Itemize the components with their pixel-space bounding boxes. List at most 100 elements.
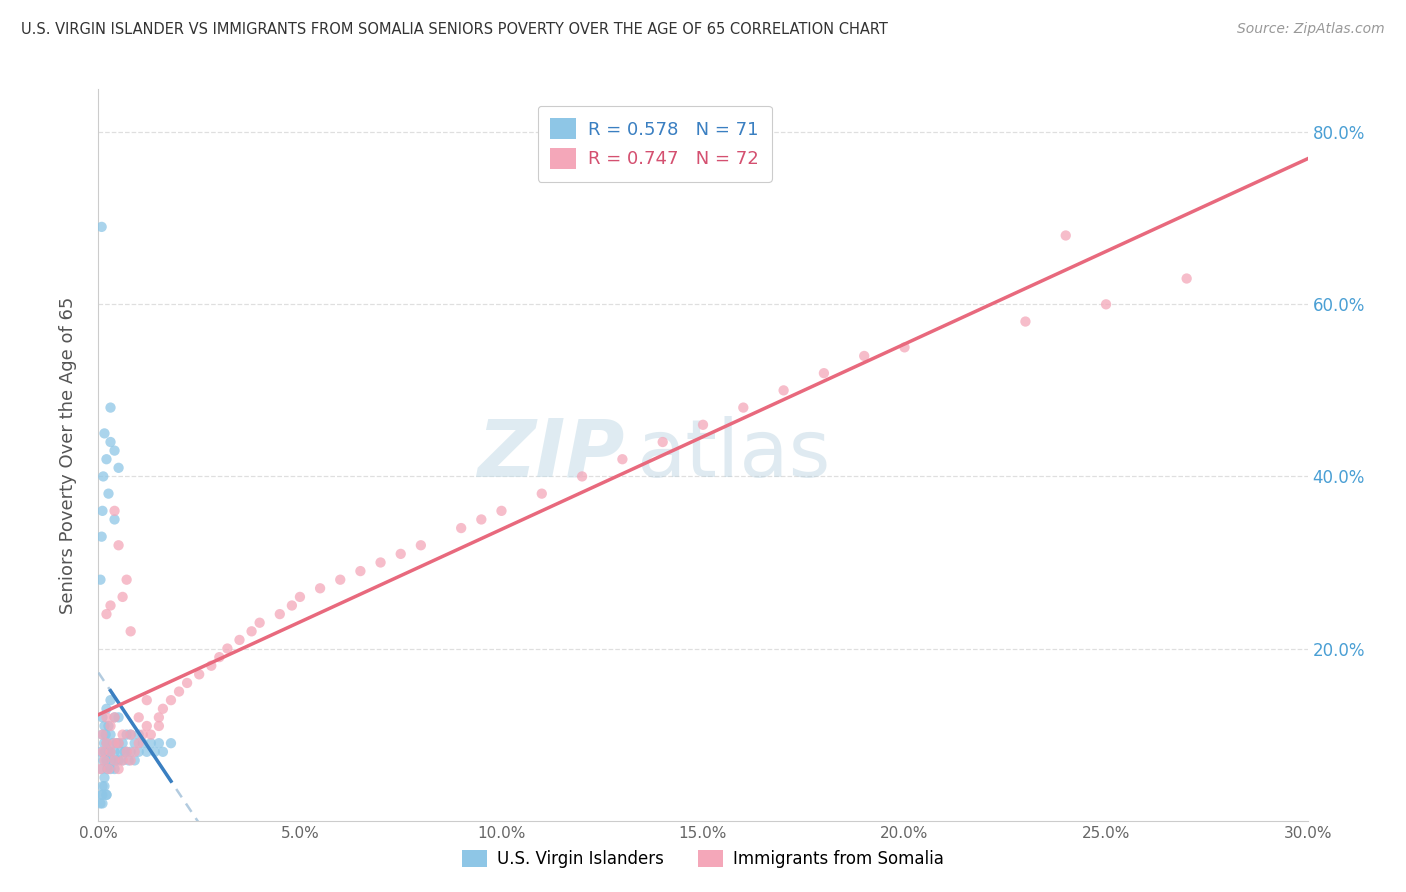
Point bbox=[160, 693, 183, 707]
Point bbox=[96, 788, 118, 802]
Point bbox=[100, 719, 122, 733]
Point bbox=[101, 736, 124, 750]
Point bbox=[91, 788, 114, 802]
Point bbox=[107, 538, 129, 552]
Point bbox=[124, 736, 146, 750]
Point bbox=[1054, 228, 1077, 243]
Point bbox=[105, 736, 128, 750]
Point bbox=[107, 736, 129, 750]
Point bbox=[97, 719, 120, 733]
Point bbox=[115, 745, 138, 759]
Point bbox=[96, 607, 118, 621]
Point bbox=[733, 401, 755, 415]
Text: Source: ZipAtlas.com: Source: ZipAtlas.com bbox=[1237, 22, 1385, 37]
Point bbox=[167, 684, 190, 698]
Point bbox=[90, 219, 112, 234]
Point bbox=[93, 719, 115, 733]
Point bbox=[249, 615, 271, 630]
Point bbox=[1014, 314, 1036, 328]
Point bbox=[91, 797, 114, 811]
Point bbox=[91, 753, 114, 767]
Point bbox=[132, 736, 155, 750]
Point bbox=[329, 573, 352, 587]
Point bbox=[94, 745, 117, 759]
Point bbox=[152, 745, 174, 759]
Point bbox=[110, 745, 132, 759]
Point bbox=[217, 641, 239, 656]
Point bbox=[93, 779, 115, 793]
Point bbox=[107, 710, 129, 724]
Point bbox=[128, 736, 150, 750]
Point bbox=[115, 573, 138, 587]
Point bbox=[124, 745, 146, 759]
Point bbox=[143, 745, 166, 759]
Point bbox=[135, 693, 157, 707]
Point bbox=[107, 753, 129, 767]
Point bbox=[240, 624, 263, 639]
Point bbox=[94, 728, 117, 742]
Point bbox=[470, 512, 492, 526]
Point bbox=[188, 667, 211, 681]
Point bbox=[100, 762, 122, 776]
Point bbox=[114, 745, 136, 759]
Point bbox=[96, 736, 118, 750]
Point bbox=[91, 728, 114, 742]
Point bbox=[409, 538, 432, 552]
Legend: U.S. Virgin Islanders, Immigrants from Somalia: U.S. Virgin Islanders, Immigrants from S… bbox=[456, 843, 950, 875]
Point bbox=[120, 753, 142, 767]
Point bbox=[103, 710, 125, 724]
Point bbox=[103, 753, 125, 767]
Point bbox=[692, 417, 714, 432]
Point bbox=[120, 728, 142, 742]
Point bbox=[118, 753, 141, 767]
Point bbox=[200, 658, 222, 673]
Point bbox=[288, 590, 311, 604]
Point bbox=[96, 452, 118, 467]
Point bbox=[530, 486, 553, 500]
Point bbox=[612, 452, 634, 467]
Point bbox=[104, 753, 127, 767]
Point bbox=[107, 762, 129, 776]
Point bbox=[772, 384, 794, 398]
Point bbox=[349, 564, 371, 578]
Point bbox=[120, 728, 142, 742]
Point bbox=[91, 710, 114, 724]
Point bbox=[893, 340, 915, 354]
Point bbox=[93, 771, 115, 785]
Point bbox=[107, 736, 129, 750]
Point bbox=[93, 736, 115, 750]
Point bbox=[89, 745, 111, 759]
Point bbox=[91, 728, 114, 742]
Point bbox=[90, 530, 112, 544]
Point bbox=[96, 702, 118, 716]
Point bbox=[813, 366, 835, 380]
Point bbox=[120, 745, 142, 759]
Point bbox=[107, 460, 129, 475]
Point bbox=[120, 624, 142, 639]
Text: atlas: atlas bbox=[637, 416, 831, 494]
Point bbox=[97, 762, 120, 776]
Point bbox=[571, 469, 593, 483]
Point bbox=[152, 702, 174, 716]
Point bbox=[269, 607, 291, 621]
Point bbox=[103, 710, 125, 724]
Point bbox=[1095, 297, 1118, 311]
Point bbox=[100, 728, 122, 742]
Point bbox=[103, 762, 125, 776]
Point bbox=[124, 753, 146, 767]
Point bbox=[100, 693, 122, 707]
Point bbox=[128, 710, 150, 724]
Point bbox=[309, 582, 332, 596]
Point bbox=[91, 504, 114, 518]
Point bbox=[128, 745, 150, 759]
Point bbox=[111, 728, 134, 742]
Point bbox=[96, 710, 118, 724]
Point bbox=[103, 504, 125, 518]
Point bbox=[176, 676, 198, 690]
Point bbox=[115, 745, 138, 759]
Point bbox=[111, 753, 134, 767]
Point bbox=[160, 736, 183, 750]
Point bbox=[148, 710, 170, 724]
Point bbox=[853, 349, 876, 363]
Point bbox=[100, 435, 122, 450]
